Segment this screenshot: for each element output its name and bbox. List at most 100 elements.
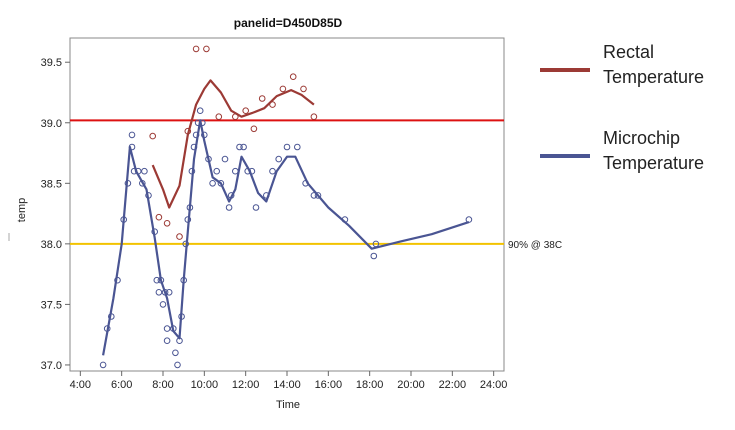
- data-point: [141, 167, 148, 175]
- data-point: [161, 289, 169, 296]
- data-point: [153, 276, 161, 284]
- data-point: [217, 180, 225, 187]
- data-point: [372, 240, 380, 248]
- data-point: [269, 101, 276, 108]
- data-point: [149, 132, 156, 140]
- data-point: [300, 85, 307, 93]
- data-point: [215, 113, 223, 120]
- data-point: [227, 192, 235, 199]
- legend-item-microchip: Microchip Temperature: [540, 126, 735, 186]
- legend-item-rectal: Rectal Temperature: [540, 40, 735, 100]
- x-tick-label: 10:00: [191, 379, 219, 391]
- data-point: [232, 167, 239, 175]
- data-point: [244, 167, 251, 175]
- data-point: [242, 107, 249, 114]
- legend-label-rectal: Rectal Temperature: [603, 42, 705, 87]
- data-point: [283, 143, 291, 151]
- data-point: [157, 276, 165, 284]
- data-point: [190, 143, 198, 151]
- data-point: [128, 143, 136, 151]
- data-point: [294, 143, 301, 151]
- legend-swatch-rectal: [540, 68, 590, 72]
- data-point: [213, 167, 220, 175]
- y-tick-label: 39.0: [41, 118, 62, 130]
- data-point: [182, 240, 189, 248]
- data-point: [145, 192, 152, 199]
- data-point: [130, 167, 138, 175]
- data-point: [120, 216, 127, 223]
- legend-swatch-microchip: [540, 154, 590, 158]
- data-point: [188, 167, 196, 175]
- data-point: [99, 361, 107, 369]
- data-point: [186, 204, 194, 211]
- data-point: [174, 361, 181, 369]
- data-point: [341, 216, 349, 223]
- data-point: [178, 313, 185, 320]
- data-point: [258, 95, 266, 102]
- data-point: [279, 85, 287, 93]
- data-point: [240, 143, 247, 151]
- x-tick-label: 24:00: [480, 379, 508, 391]
- data-point: [165, 289, 173, 296]
- x-tick-label: 16:00: [315, 379, 343, 391]
- data-point: [314, 192, 322, 199]
- data-point: [250, 125, 258, 133]
- y-tick-label: 37.5: [41, 299, 62, 311]
- data-point: [310, 113, 318, 120]
- data-point: [205, 155, 212, 163]
- data-point: [275, 155, 283, 163]
- data-point: [151, 228, 158, 235]
- series-line-1: [102, 119, 470, 356]
- x-tick-label: 20:00: [397, 379, 425, 391]
- data-point: [128, 131, 136, 139]
- data-point: [209, 180, 216, 187]
- reference-line-label: 90% @ 38C: [508, 240, 562, 251]
- x-tick-label: 12:00: [232, 379, 260, 391]
- x-tick-label: 4:00: [70, 379, 91, 391]
- y-tick-label: 38.0: [41, 239, 62, 251]
- data-point: [465, 216, 473, 223]
- data-point: [172, 349, 179, 357]
- data-point: [155, 213, 163, 221]
- x-tick-label: 22:00: [439, 379, 467, 391]
- data-point: [310, 192, 318, 199]
- data-point: [180, 276, 187, 284]
- data-point: [236, 143, 243, 151]
- data-point: [184, 127, 192, 135]
- data-point: [370, 252, 378, 260]
- data-point: [159, 301, 167, 308]
- data-point: [108, 313, 115, 320]
- x-tick-label: 6:00: [111, 379, 132, 391]
- data-point: [192, 131, 200, 139]
- data-point: [252, 204, 260, 211]
- data-point: [263, 192, 270, 199]
- x-tick-label: 8:00: [152, 379, 173, 391]
- data-point: [232, 113, 239, 120]
- data-point: [302, 180, 309, 187]
- series-line-0: [151, 79, 315, 209]
- x-axis-label: Time: [276, 399, 300, 411]
- data-point: [194, 119, 202, 127]
- y-tick-label: 39.5: [41, 57, 62, 69]
- data-point: [163, 325, 171, 332]
- data-point: [134, 167, 142, 175]
- data-point: [163, 220, 171, 227]
- data-point: [124, 180, 132, 187]
- data-point: [163, 337, 171, 345]
- data-point: [176, 233, 183, 240]
- data-point: [103, 325, 111, 332]
- data-point: [196, 107, 204, 114]
- data-point: [289, 73, 297, 80]
- x-tick-label: 18:00: [356, 379, 384, 391]
- data-point: [248, 167, 256, 175]
- legend: Rectal Temperature Microchip Temperature: [540, 40, 735, 186]
- data-point: [269, 167, 276, 175]
- data-point: [170, 325, 177, 332]
- data-point: [139, 180, 146, 187]
- y-tick-label: 37.0: [41, 360, 62, 372]
- data-point: [203, 45, 210, 53]
- data-point: [184, 216, 192, 223]
- data-point: [155, 289, 163, 296]
- data-point: [225, 204, 233, 211]
